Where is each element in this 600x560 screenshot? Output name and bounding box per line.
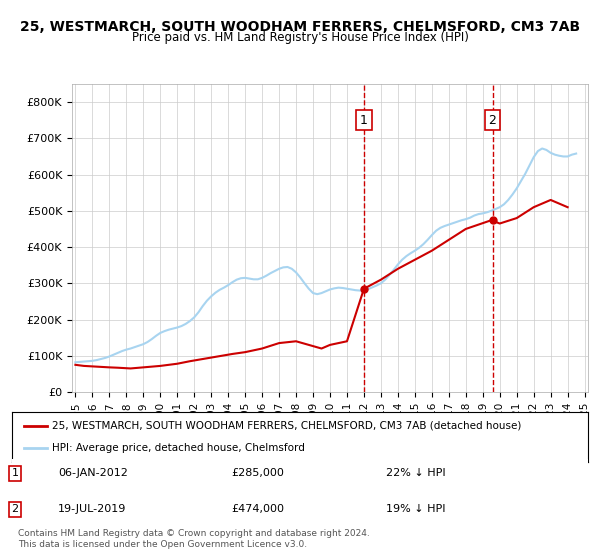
Text: 2: 2 xyxy=(488,114,496,127)
Text: £285,000: £285,000 xyxy=(231,468,284,478)
Text: 06-JAN-2012: 06-JAN-2012 xyxy=(58,468,128,478)
Text: Contains HM Land Registry data © Crown copyright and database right 2024.
This d: Contains HM Land Registry data © Crown c… xyxy=(18,529,370,549)
Text: 2: 2 xyxy=(11,505,19,515)
Text: £474,000: £474,000 xyxy=(231,505,284,515)
Text: Price paid vs. HM Land Registry's House Price Index (HPI): Price paid vs. HM Land Registry's House … xyxy=(131,31,469,44)
Text: 22% ↓ HPI: 22% ↓ HPI xyxy=(386,468,446,478)
Text: HPI: Average price, detached house, Chelmsford: HPI: Average price, detached house, Chel… xyxy=(52,443,305,453)
Text: 1: 1 xyxy=(11,468,19,478)
Text: 19% ↓ HPI: 19% ↓ HPI xyxy=(386,505,446,515)
Text: 25, WESTMARCH, SOUTH WOODHAM FERRERS, CHELMSFORD, CM3 7AB: 25, WESTMARCH, SOUTH WOODHAM FERRERS, CH… xyxy=(20,20,580,34)
Text: 19-JUL-2019: 19-JUL-2019 xyxy=(58,505,127,515)
Text: 1: 1 xyxy=(360,114,368,127)
Text: 25, WESTMARCH, SOUTH WOODHAM FERRERS, CHELMSFORD, CM3 7AB (detached house): 25, WESTMARCH, SOUTH WOODHAM FERRERS, CH… xyxy=(52,421,521,431)
